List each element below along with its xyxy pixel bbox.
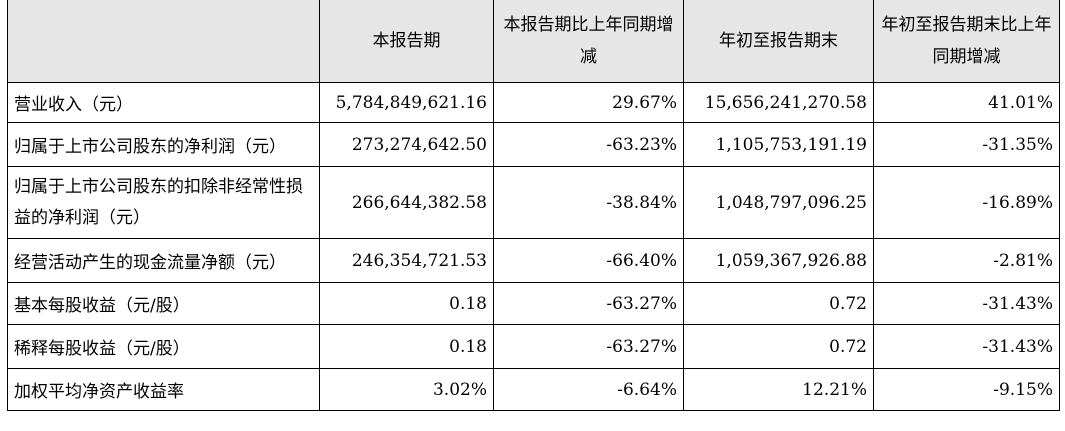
header-current-period-change: 本报告期比上年同期增减 bbox=[493, 0, 684, 83]
row-label: 稀释每股收益（元/股） bbox=[7, 324, 320, 369]
current-value: 0.18 bbox=[319, 282, 494, 325]
current-change: -6.64% bbox=[493, 368, 684, 411]
current-change: -38.84% bbox=[493, 166, 684, 239]
current-change: -63.27% bbox=[493, 282, 684, 325]
table-row: 营业收入（元） 5,784,849,621.16 29.67% 15,656,2… bbox=[7, 82, 1060, 123]
ytd-change: -31.35% bbox=[873, 122, 1060, 167]
financial-summary-table: 本报告期 本报告期比上年同期增减 年初至报告期末 年初至报告期末比上年同期增减 … bbox=[7, 0, 1060, 411]
ytd-value: 15,656,241,270.58 bbox=[683, 82, 874, 123]
ytd-value: 12.21% bbox=[683, 368, 874, 411]
ytd-change: -2.81% bbox=[873, 238, 1060, 283]
current-value: 273,274,642.50 bbox=[319, 122, 494, 167]
table-row: 经营活动产生的现金流量净额（元） 246,354,721.53 -66.40% … bbox=[7, 238, 1060, 283]
table-row: 稀释每股收益（元/股） 0.18 -63.27% 0.72 -31.43% bbox=[7, 324, 1060, 369]
current-value: 5,784,849,621.16 bbox=[319, 82, 494, 123]
ytd-value: 0.72 bbox=[683, 324, 874, 369]
header-blank-cell bbox=[7, 0, 320, 83]
ytd-change: -16.89% bbox=[873, 166, 1060, 239]
table-row: 基本每股收益（元/股） 0.18 -63.27% 0.72 -31.43% bbox=[7, 282, 1060, 325]
table-row: 归属于上市公司股东的扣除非经常性损益的净利润（元） 266,644,382.58… bbox=[7, 166, 1060, 239]
ytd-value: 1,059,367,926.88 bbox=[683, 238, 874, 283]
ytd-change: -31.43% bbox=[873, 282, 1060, 325]
header-current-period: 本报告期 bbox=[319, 0, 494, 83]
ytd-change: -31.43% bbox=[873, 324, 1060, 369]
header-ytd-change: 年初至报告期末比上年同期增减 bbox=[873, 0, 1060, 83]
table-row: 加权平均净资产收益率 3.02% -6.64% 12.21% -9.15% bbox=[7, 368, 1060, 411]
header-ytd: 年初至报告期末 bbox=[683, 0, 874, 83]
current-change: 29.67% bbox=[493, 82, 684, 123]
current-change: -63.23% bbox=[493, 122, 684, 167]
ytd-value: 1,048,797,096.25 bbox=[683, 166, 874, 239]
ytd-change: 41.01% bbox=[873, 82, 1060, 123]
ytd-value: 1,105,753,191.19 bbox=[683, 122, 874, 167]
current-value: 3.02% bbox=[319, 368, 494, 411]
table-row: 归属于上市公司股东的净利润（元） 273,274,642.50 -63.23% … bbox=[7, 122, 1060, 167]
row-label: 加权平均净资产收益率 bbox=[7, 368, 320, 411]
current-change: -63.27% bbox=[493, 324, 684, 369]
current-value: 266,644,382.58 bbox=[319, 166, 494, 239]
row-label: 归属于上市公司股东的净利润（元） bbox=[7, 122, 320, 167]
row-label: 经营活动产生的现金流量净额（元） bbox=[7, 238, 320, 283]
current-change: -66.40% bbox=[493, 238, 684, 283]
row-label: 基本每股收益（元/股） bbox=[7, 282, 320, 325]
ytd-change: -9.15% bbox=[873, 368, 1060, 411]
table-header-row: 本报告期 本报告期比上年同期增减 年初至报告期末 年初至报告期末比上年同期增减 bbox=[7, 0, 1060, 83]
row-label: 归属于上市公司股东的扣除非经常性损益的净利润（元） bbox=[7, 166, 320, 239]
ytd-value: 0.72 bbox=[683, 282, 874, 325]
current-value: 0.18 bbox=[319, 324, 494, 369]
row-label: 营业收入（元） bbox=[7, 82, 320, 123]
current-value: 246,354,721.53 bbox=[319, 238, 494, 283]
